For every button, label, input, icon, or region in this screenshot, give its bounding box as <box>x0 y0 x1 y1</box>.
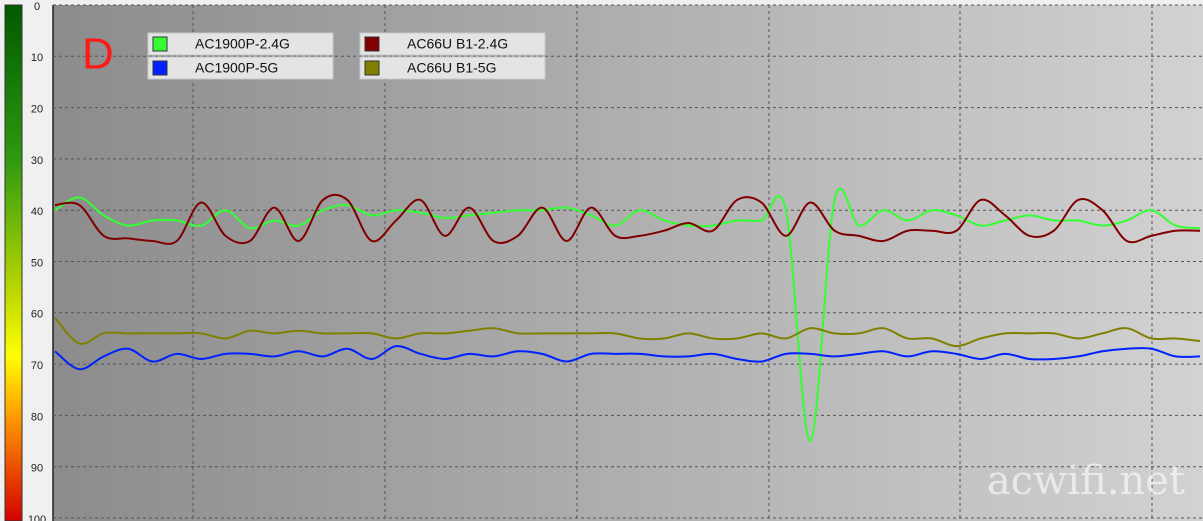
legend-entry <box>147 32 334 56</box>
legend-label: AC66U B1-2.4G <box>407 36 508 52</box>
lines <box>54 187 1201 443</box>
legend-label: AC66U B1-5G <box>407 60 496 76</box>
legend-swatch <box>152 36 168 52</box>
y-tick-label: 70 <box>31 360 43 372</box>
series-line <box>54 317 1201 348</box>
vertical-grid <box>192 5 1153 521</box>
series-line <box>54 193 1201 245</box>
annotation: D <box>82 30 114 79</box>
y-tick-label: 60 <box>31 309 43 321</box>
y-tick-label: 50 <box>31 257 43 269</box>
y-tick-label: 10 <box>31 52 43 64</box>
watermark: acwifi.net <box>987 458 1185 504</box>
plot-area <box>53 5 1203 521</box>
signal-scale <box>4 4 23 521</box>
legend: AC1900P-2.4G AC1900P-5G AC66U B1-2.4G AC66U… <box>147 32 546 80</box>
legend-label: AC1900P-2.4G <box>195 36 290 52</box>
legend-entry <box>359 56 546 80</box>
series-line <box>54 345 1201 371</box>
legend-swatch <box>152 60 168 76</box>
y-tick-label: 40 <box>31 206 43 218</box>
y-tick-label: 20 <box>31 104 43 116</box>
series-line <box>54 187 1201 443</box>
legend-label: AC1900P-5G <box>195 60 278 76</box>
y-tick-label: 100 <box>28 514 46 521</box>
y-tick-label: 30 <box>31 155 43 167</box>
legend-swatch <box>364 60 380 76</box>
legend-entry <box>359 32 546 56</box>
y-tick-label: 80 <box>31 411 43 423</box>
y-tick-label: 0 <box>34 1 40 13</box>
legend-entry <box>147 56 334 80</box>
y-tick-label: 90 <box>31 463 43 475</box>
legend-swatch <box>364 36 380 52</box>
